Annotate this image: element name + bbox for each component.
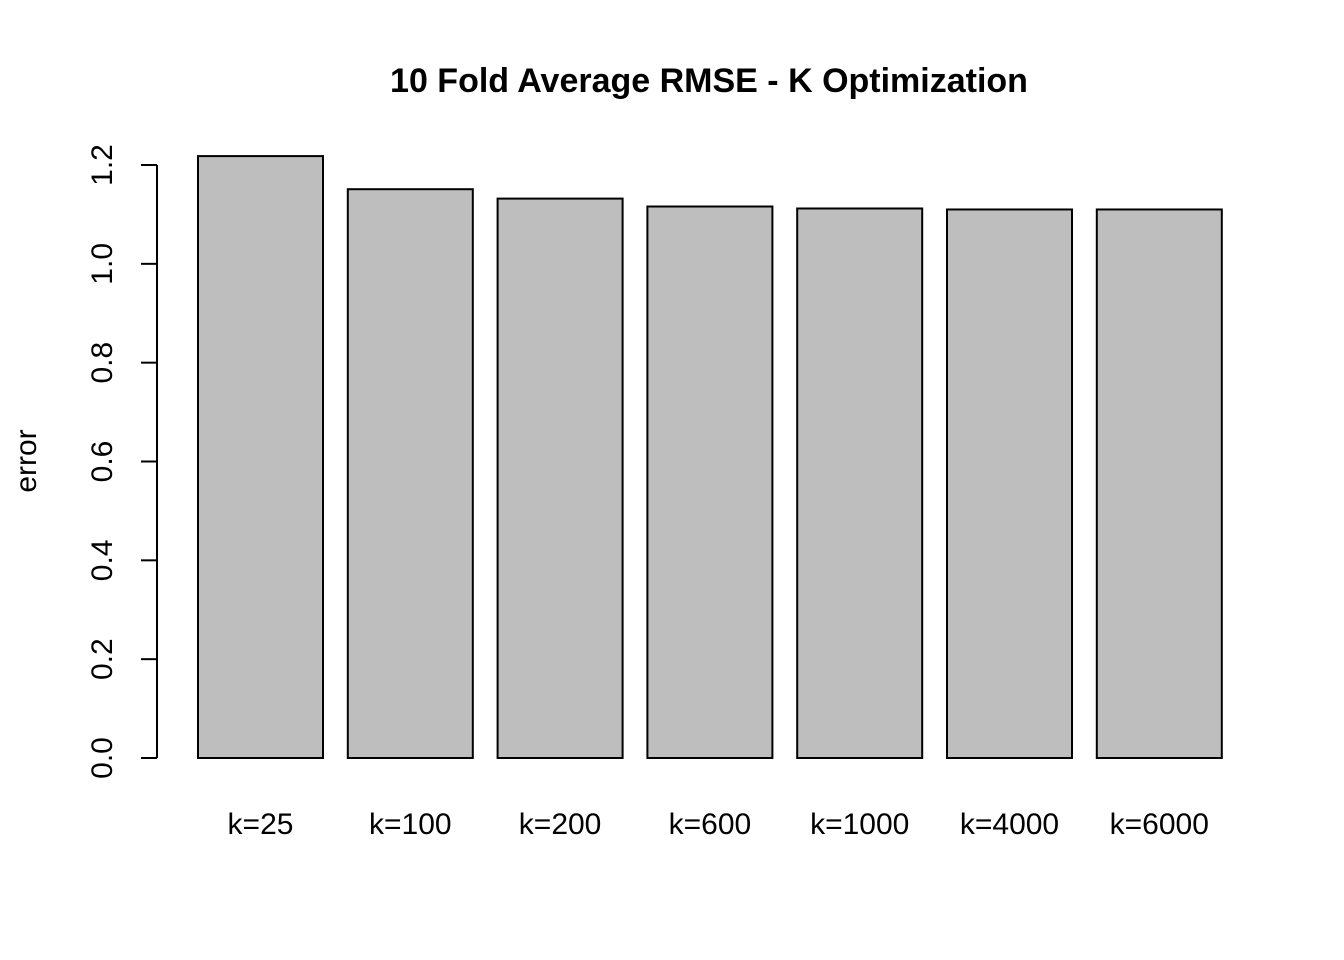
y-tick-label: 0.2 [86, 638, 119, 680]
y-tick-label: 1.0 [86, 243, 119, 285]
x-tick-label: k=25 [228, 808, 294, 841]
y-axis-label: error [10, 429, 43, 492]
bar-k-1000 [796, 207, 924, 759]
x-tick-label: k=1000 [810, 808, 909, 841]
bar-k-600 [646, 205, 774, 759]
y-tick-label: 1.2 [86, 144, 119, 186]
bars-group [197, 155, 1223, 760]
x-tick-label: k=4000 [960, 808, 1059, 841]
y-tick-label: 0.6 [86, 441, 119, 483]
y-tick-label: 0.0 [86, 737, 119, 779]
bar-k-200 [496, 197, 624, 759]
y-tick-label: 0.8 [86, 342, 119, 384]
x-tick-label: k=600 [669, 808, 752, 841]
bar-k-25 [197, 155, 324, 760]
x-tick-labels: k=25 k=100 k=200 k=600 k=1000 k=4000 k=6000 [228, 808, 1209, 841]
y-axis: 0.0 0.2 0.4 0.6 0.8 1.0 1.2 [86, 144, 158, 779]
x-tick-label: k=100 [369, 808, 452, 841]
bar-k-4000 [946, 208, 1073, 760]
bar-k-100 [346, 188, 474, 759]
x-tick-label: k=200 [519, 808, 602, 841]
bar-k-6000 [1095, 208, 1223, 760]
y-tick-label: 0.4 [86, 539, 119, 581]
x-tick-label: k=6000 [1110, 808, 1209, 841]
chart-title: 10 Fold Average RMSE - K Optimization [390, 62, 1028, 100]
